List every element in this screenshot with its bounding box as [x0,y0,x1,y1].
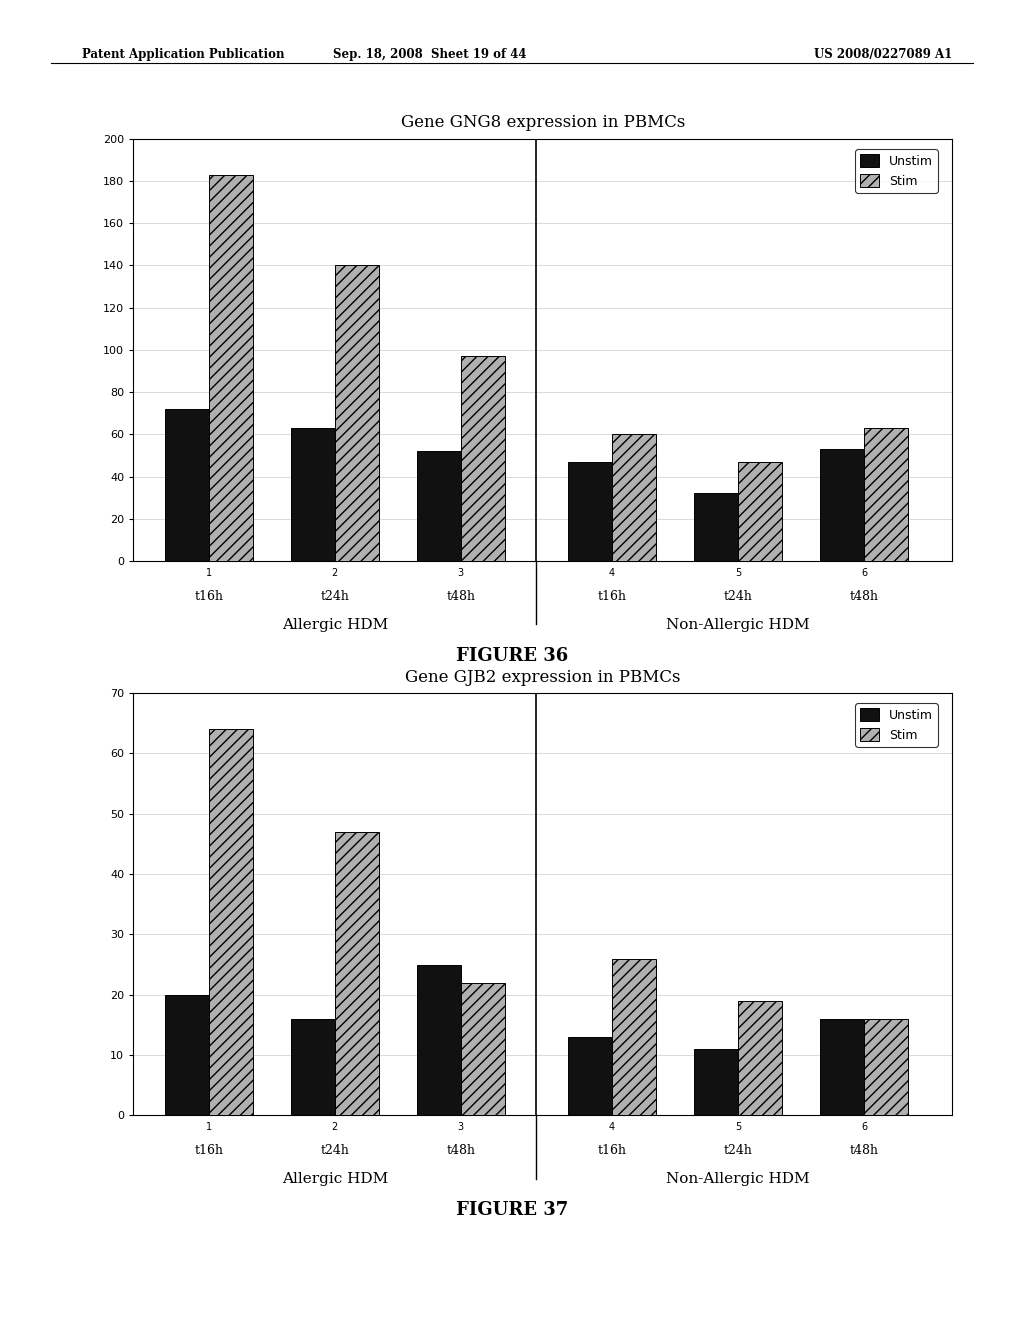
Text: 3: 3 [458,1122,464,1133]
Text: Non-Allergic HDM: Non-Allergic HDM [667,1172,810,1187]
Bar [568,1038,612,1115]
Text: t24h: t24h [724,590,753,603]
Text: t24h: t24h [724,1144,753,1158]
Text: Allergic HDM: Allergic HDM [282,618,388,632]
Text: 1: 1 [206,568,212,578]
Text: t16h: t16h [195,590,223,603]
Text: t16h: t16h [195,1144,223,1158]
Text: t48h: t48h [446,590,475,603]
Bar [864,428,908,561]
Text: 1: 1 [206,1122,212,1133]
Bar [461,982,505,1115]
Text: 4: 4 [609,568,615,578]
Bar [738,1001,782,1115]
Text: Sep. 18, 2008  Sheet 19 of 44: Sep. 18, 2008 Sheet 19 of 44 [334,48,526,61]
Legend: Unstim, Stim: Unstim, Stim [855,149,938,193]
Bar [417,965,461,1115]
Text: FIGURE 36: FIGURE 36 [456,647,568,665]
Text: 5: 5 [735,1122,741,1133]
Legend: Unstim, Stim: Unstim, Stim [855,704,938,747]
Text: t48h: t48h [850,590,879,603]
Bar [209,174,253,561]
Title: Gene GJB2 expression in PBMCs: Gene GJB2 expression in PBMCs [404,669,681,686]
Text: t48h: t48h [446,1144,475,1158]
Bar [820,449,864,561]
Bar [335,265,379,561]
Bar [694,494,738,561]
Bar [864,1019,908,1115]
Bar [568,462,612,561]
Text: t48h: t48h [850,1144,879,1158]
Bar [820,1019,864,1115]
Text: 6: 6 [861,1122,867,1133]
Text: US 2008/0227089 A1: US 2008/0227089 A1 [814,48,952,61]
Text: Patent Application Publication: Patent Application Publication [82,48,285,61]
Text: t24h: t24h [321,590,349,603]
Bar [291,428,335,561]
Text: FIGURE 37: FIGURE 37 [456,1201,568,1220]
Text: 2: 2 [332,1122,338,1133]
Bar [417,451,461,561]
Text: t16h: t16h [598,1144,627,1158]
Bar [165,995,209,1115]
Text: 6: 6 [861,568,867,578]
Bar [612,958,656,1115]
Bar [461,356,505,561]
Text: 4: 4 [609,1122,615,1133]
Text: t16h: t16h [598,590,627,603]
Text: t24h: t24h [321,1144,349,1158]
Bar [738,462,782,561]
Bar [612,434,656,561]
Text: 3: 3 [458,568,464,578]
Bar [335,832,379,1115]
Bar [165,409,209,561]
Bar [694,1049,738,1115]
Text: 2: 2 [332,568,338,578]
Bar [209,729,253,1115]
Text: 5: 5 [735,568,741,578]
Text: Non-Allergic HDM: Non-Allergic HDM [667,618,810,632]
Text: Allergic HDM: Allergic HDM [282,1172,388,1187]
Title: Gene GNG8 expression in PBMCs: Gene GNG8 expression in PBMCs [400,115,685,132]
Bar [291,1019,335,1115]
